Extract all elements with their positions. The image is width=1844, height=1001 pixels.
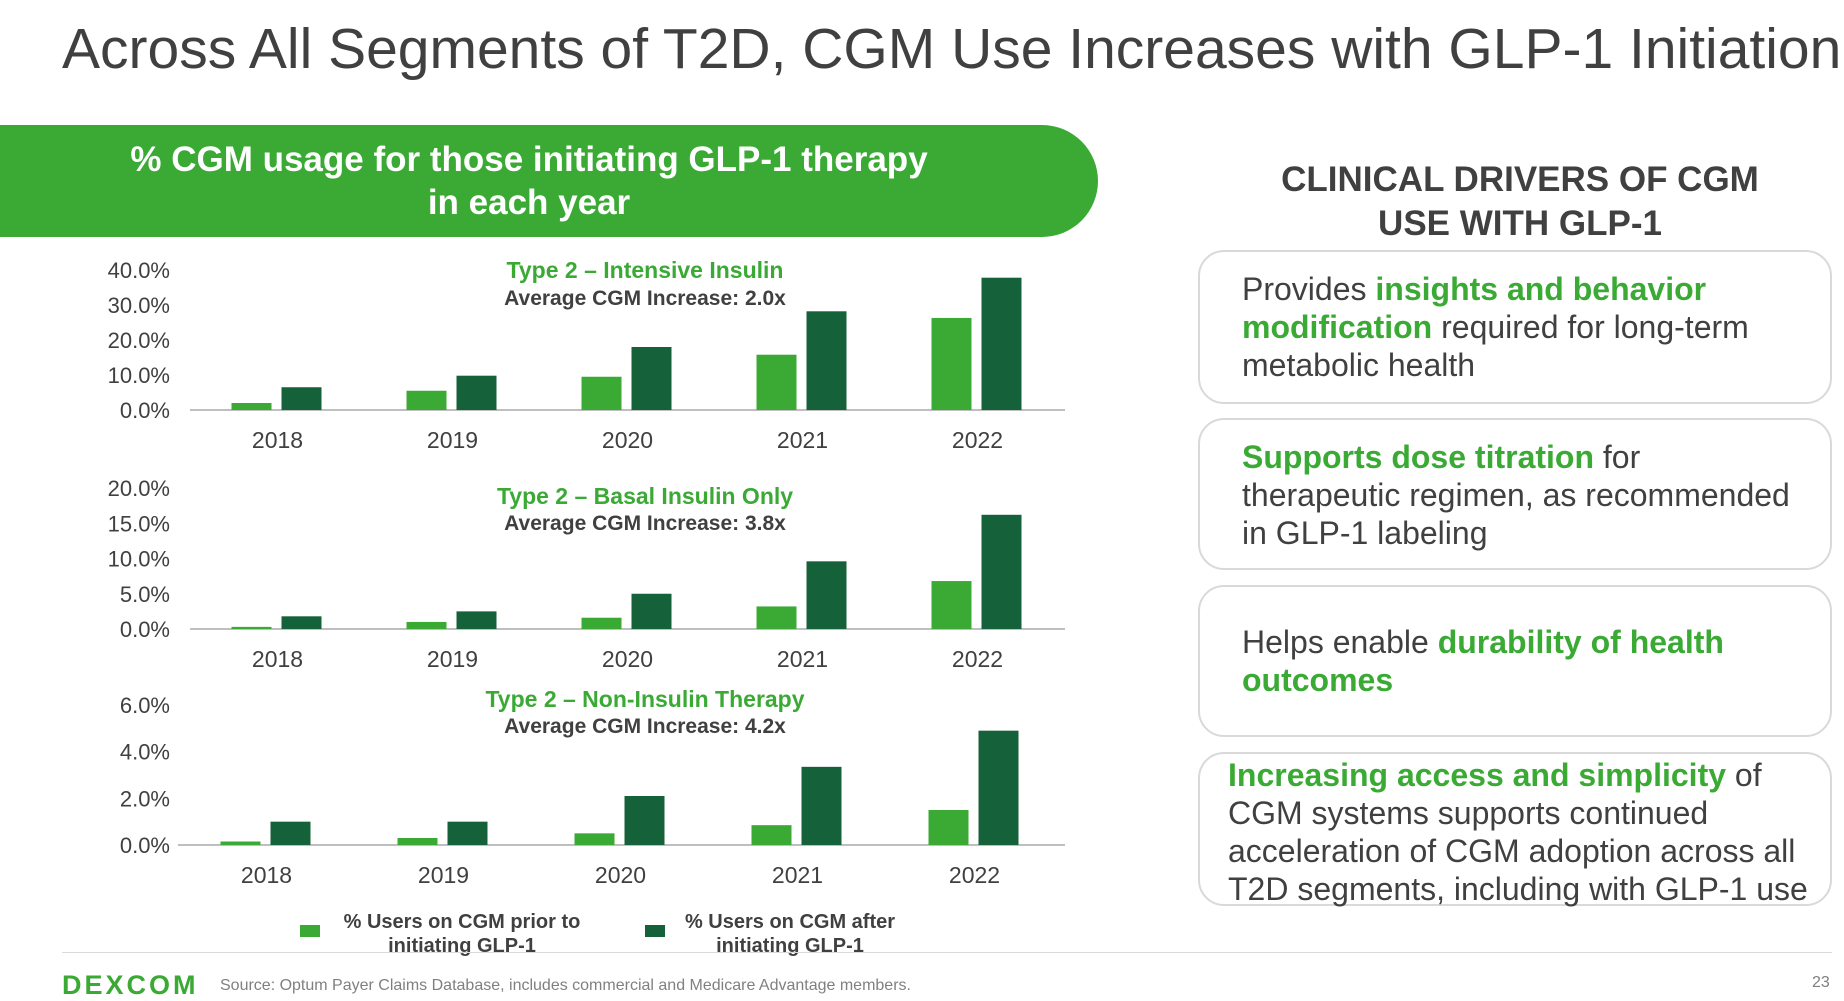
dexcom-logo: DEXCOM [62, 970, 199, 1000]
y-tick-label: 0.0% [120, 398, 170, 423]
driver-card-post: for therapeutic regimen, as recommended … [1242, 439, 1790, 551]
x-tick-label: 2021 [772, 862, 823, 888]
x-tick-label: 2021 [777, 646, 828, 672]
legend-swatch-prior [300, 925, 320, 937]
x-tick-label: 2022 [952, 427, 1003, 453]
chart-title: Type 2 – Basal Insulin Only [497, 483, 793, 509]
y-tick-label: 40.0% [108, 258, 170, 283]
x-tick-label: 2022 [949, 862, 1000, 888]
bar-after [281, 387, 322, 410]
bar-prior [756, 606, 797, 629]
bar-prior [756, 354, 797, 410]
bar-after [806, 561, 847, 629]
bar-prior [751, 825, 792, 845]
bar-after [281, 616, 322, 629]
y-tick-label: 10.0% [108, 547, 170, 572]
bar-prior [220, 841, 261, 845]
y-tick-label: 0.0% [120, 617, 170, 642]
bar-prior [406, 621, 447, 629]
chart-banner: % CGM usage for those initiating GLP-1 t… [0, 125, 1098, 237]
bar-after [801, 766, 842, 845]
bar-prior [574, 833, 615, 845]
chart-title: Type 2 – Intensive Insulin [507, 257, 784, 283]
charts-area: 0.0% 10.0% 20.0% 30.0% 40.0% 2018 2019 2020 2021… [108, 257, 1065, 957]
y-tick-label: 5.0% [120, 582, 170, 607]
y-tick-label: 30.0% [108, 293, 170, 318]
x-tick-label: 2021 [777, 427, 828, 453]
bar-prior [581, 376, 622, 410]
x-tick-label: 2020 [595, 862, 646, 888]
y-tick-label: 0.0% [120, 833, 170, 858]
y-tick-label: 20.0% [108, 476, 170, 501]
drivers-title-line-1: CLINICAL DRIVERS OF CGM [1281, 160, 1759, 199]
driver-card-pre: Helps enable [1242, 624, 1438, 660]
bar-after [981, 514, 1022, 629]
banner-line-1: % CGM usage for those initiating GLP-1 t… [130, 140, 928, 179]
y-tick-label: 6.0% [120, 693, 170, 718]
bar-after [631, 593, 672, 629]
chart-title: Type 2 – Non-Insulin Therapy [485, 686, 804, 712]
bar-after [981, 277, 1022, 410]
page-title: Across All Segments of T2D, CGM Use Incr… [62, 17, 1842, 81]
y-tick-label: 4.0% [120, 740, 170, 765]
x-tick-label: 2019 [418, 862, 469, 888]
x-tick-label: 2018 [241, 862, 292, 888]
chart-subtitle: Average CGM Increase: 4.2x [504, 715, 786, 738]
bar-after [456, 611, 497, 629]
chart-subtitle: Average CGM Increase: 3.8x [504, 512, 786, 535]
x-tick-label: 2018 [252, 646, 303, 672]
bar-prior [931, 581, 972, 629]
driver-card-4: Increasing access and simplicity of CGM … [1198, 752, 1832, 907]
bar-prior [931, 317, 972, 410]
y-tick-label: 10.0% [108, 363, 170, 388]
x-tick-label: 2022 [952, 646, 1003, 672]
driver-card-highlight: Supports dose titration [1242, 439, 1594, 475]
source-note: Source: Optum Payer Claims Database, inc… [220, 977, 911, 994]
x-tick-label: 2020 [602, 427, 653, 453]
driver-card-highlight: insights and behavior modification [1242, 271, 1707, 345]
bar-after [624, 796, 665, 845]
x-tick-label: 2019 [427, 646, 478, 672]
bar-prior [928, 810, 969, 845]
bar-after [456, 375, 497, 410]
bar-prior [231, 626, 272, 629]
bar-after [806, 311, 847, 410]
bar-prior [406, 390, 447, 410]
bar-after [631, 347, 672, 410]
driver-card-3: Helps enable durability of health outcom… [1198, 585, 1832, 737]
bar-prior [581, 617, 622, 629]
bar-prior [397, 838, 438, 845]
driver-card-highlight: durability of health outcomes [1242, 624, 1724, 698]
x-tick-label: 2018 [252, 427, 303, 453]
driver-card-2: Supports dose titration for therapeutic … [1198, 418, 1832, 570]
drivers-title: CLINICAL DRIVERS OF CGM USE WITH GLP-1 [1200, 158, 1840, 246]
driver-card-post: required for long-term metabolic health [1242, 309, 1749, 383]
legend-label-after-2: initiating GLP-1 [716, 935, 864, 957]
y-tick-label: 15.0% [108, 511, 170, 536]
drivers-title-line-2: USE WITH GLP-1 [1378, 204, 1662, 243]
legend-label-after-1: % Users on CGM after [685, 911, 895, 933]
bar-after [447, 821, 488, 845]
chart-subtitle: Average CGM Increase: 2.0x [504, 287, 786, 310]
footer-divider [62, 952, 1832, 953]
y-tick-label: 2.0% [120, 786, 170, 811]
x-tick-label: 2020 [602, 646, 653, 672]
driver-card-highlight: Increasing access and simplicity [1228, 757, 1727, 793]
bar-prior [231, 403, 272, 410]
page-number: 23 [1812, 974, 1830, 991]
legend-label-prior-1: % Users on CGM prior to [344, 911, 581, 933]
bar-after [270, 821, 311, 845]
driver-card-pre: Provides [1242, 271, 1376, 307]
x-tick-label: 2019 [427, 427, 478, 453]
legend-label-prior-2: initiating GLP-1 [388, 935, 536, 957]
legend-swatch-after [645, 925, 665, 937]
bar-after [978, 730, 1019, 845]
driver-card-post: of CGM systems supports continued accele… [1228, 757, 1808, 907]
banner-line-2: in each year [427, 183, 631, 222]
driver-card-1: Provides insights and behavior modificat… [1198, 250, 1832, 404]
y-tick-label: 20.0% [108, 328, 170, 353]
